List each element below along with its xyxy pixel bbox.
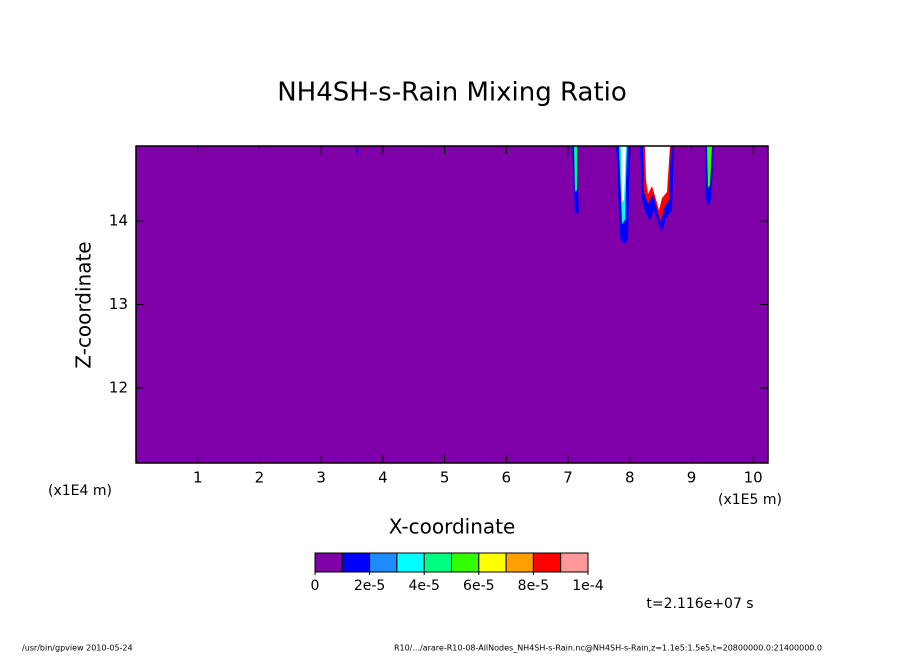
x-unit-right: (x1E5 m)	[718, 492, 782, 508]
y-tick-label: 12	[109, 378, 128, 396]
x-tick-label: 9	[687, 469, 697, 487]
y-axis-label: Z-coordinate	[72, 241, 96, 368]
x-tick-label: 1	[193, 469, 203, 487]
colorbar-label: 1e-4	[572, 578, 604, 594]
colorbar-box	[314, 552, 343, 573]
colorbar-label: 4e-5	[408, 578, 439, 594]
x-unit-left: (x1E4 m)	[48, 483, 112, 499]
colorbar-label: 6e-5	[463, 578, 494, 594]
colorbar-box	[505, 552, 534, 573]
colorbar-label: 2e-5	[354, 578, 385, 594]
plot-area	[136, 146, 768, 463]
time-label: t=2.116e+07 s	[646, 596, 753, 612]
colorbar-box	[341, 552, 371, 573]
y-tick-label: 14	[109, 212, 128, 230]
colorbar-box	[396, 552, 425, 573]
colorbar-box	[423, 552, 453, 573]
x-tick-label: 6	[502, 469, 512, 487]
x-tick-label: 3	[316, 469, 326, 487]
colorbar-box	[532, 552, 562, 573]
chart-title: NH4SH-s-Rain Mixing Ratio	[277, 78, 627, 108]
colorbar-box	[369, 552, 398, 573]
x-tick-label: 2	[255, 469, 265, 487]
footer-right: R10/.../arare-R10-08-AllNodes_NH4SH-s-Ra…	[394, 644, 822, 653]
x-tick-label: 7	[563, 469, 573, 487]
footer-left: /usr/bin/gpview 2010-05-24	[22, 644, 133, 653]
colorbar-box	[451, 552, 480, 573]
colorbar-label: 0	[311, 578, 320, 594]
x-axis-label: X-coordinate	[389, 515, 516, 539]
x-tick-label: 5	[440, 469, 450, 487]
y-tick-label: 13	[109, 295, 128, 313]
x-tick-label: 4	[378, 469, 388, 487]
x-tick-label: 8	[625, 469, 635, 487]
x-tick-label: 10	[744, 469, 763, 487]
colorbar-box	[560, 552, 589, 573]
colorbar-label: 8e-5	[518, 578, 549, 594]
colorbar-box	[478, 552, 507, 573]
plumes	[356, 146, 714, 244]
